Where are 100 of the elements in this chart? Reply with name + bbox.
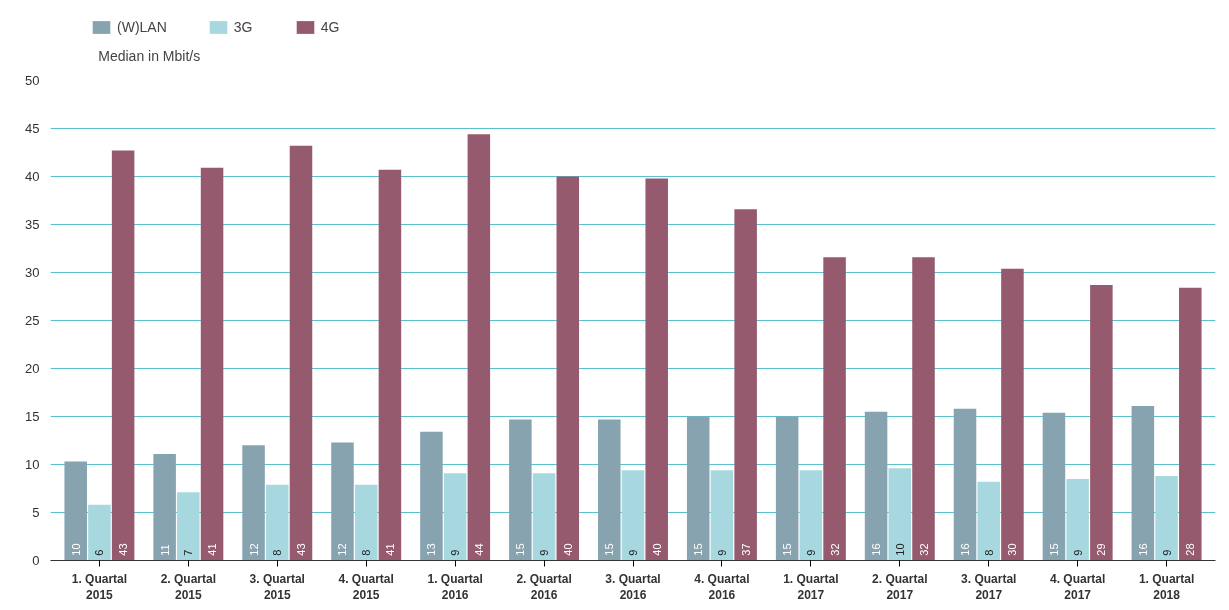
bar [710,470,734,561]
y-tick-label: 20 [25,361,40,376]
data-label: 10 [893,543,906,556]
bar [686,416,710,561]
data-label: 13 [425,543,438,556]
bar [88,504,111,561]
bar [443,473,467,561]
bar [289,145,313,561]
x-tick-label: 4. Quartal 2016 [694,571,750,603]
x-tick-label: 1. Quartal 2015 [71,571,128,603]
x-tick-label: 2. Quartal 2015 [160,571,217,603]
data-label: 12 [336,543,349,556]
data-label: 40 [561,543,574,556]
data-label: 29 [1095,543,1108,556]
bar [111,150,135,561]
data-label: 28 [1184,543,1197,556]
y-tick-label: 5 [32,505,40,520]
data-label: 44 [472,543,485,556]
data-label: 41 [206,543,219,556]
bar [977,481,1000,561]
data-label: 32 [828,543,841,556]
y-tick-label: 15 [25,409,40,424]
bar [799,470,823,561]
data-label: 16 [959,543,972,556]
bar [953,408,977,561]
bar [266,484,289,561]
y-tick-label: 35 [25,217,40,232]
y-tick-label: 10 [25,457,40,472]
bar [378,169,402,561]
data-label: 43 [117,543,130,556]
legend-label: 4G [320,19,341,35]
bar [1155,476,1178,561]
bar [467,134,491,561]
bar [775,416,799,561]
bar [1042,412,1066,561]
bar [1131,405,1155,561]
x-tick-label: 4. Quartal 2017 [1049,571,1106,603]
x-tick-label: 1. Quartal 2016 [427,571,483,603]
data-label: 16 [1136,543,1149,556]
bar [331,442,354,561]
bar [734,209,757,561]
data-label: 11 [158,544,171,556]
bar [1001,268,1024,561]
x-tick-label: 1. Quartal 2017 [783,571,839,603]
data-label: 7 [182,549,195,556]
bar [1090,284,1113,561]
data-label: 15 [603,543,616,556]
bar [645,178,668,561]
data-label: 40 [650,543,663,556]
data-label: 8 [271,549,284,556]
bar [1179,287,1202,561]
x-tick-label: 2. Quartal 2016 [516,571,572,603]
x-tick-label: 2. Quartal 2017 [872,571,928,603]
data-label: 9 [627,549,639,556]
x-tick-label: 1. Quartal 2018 [1138,571,1195,603]
data-label: 15 [1047,543,1060,556]
y-tick-label: 45 [25,121,40,136]
x-tick-label: 3. Quartal 2017 [961,571,1017,603]
data-label: 9 [538,549,551,556]
legend-label: (W)LAN [117,19,167,35]
data-label: 41 [383,543,396,556]
bar [153,453,176,561]
x-tick-label: 4. Quartal 2015 [338,571,394,603]
bar [200,167,224,561]
data-label: 32 [917,543,930,556]
y-tick-label: 0 [32,553,40,568]
data-label: 43 [294,543,307,556]
y-tick-label: 25 [25,313,40,328]
bar [864,411,888,561]
bar [556,176,580,561]
data-label: 8 [982,549,995,556]
y-tick-label: 40 [25,169,40,184]
y-tick-label: 50 [25,73,40,88]
data-label: 9 [449,549,462,556]
data-label: 8 [360,549,373,556]
data-label: 9 [715,549,728,556]
y-tick-label: 30 [25,265,40,280]
x-tick-label: 3. Quartal 2015 [249,571,305,603]
data-label: 37 [739,543,752,556]
data-label: 9 [1071,549,1084,556]
data-label: 10 [69,543,82,556]
bar [912,257,935,561]
data-label: 15 [514,543,527,556]
data-label: 15 [781,543,794,556]
bar [354,484,378,561]
bar [509,419,532,561]
bar [823,257,846,561]
bar [621,470,645,561]
bar [242,445,265,561]
bar [598,419,621,561]
legend-label: 3G [233,19,254,35]
data-label: 16 [870,543,883,556]
bar [420,431,443,561]
data-label: 9 [1160,549,1173,556]
bar [888,468,912,561]
data-label: 15 [692,543,705,556]
data-label: 12 [247,543,260,556]
data-label: 30 [1006,543,1019,556]
bar [532,473,556,561]
data-label: 6 [93,549,106,556]
